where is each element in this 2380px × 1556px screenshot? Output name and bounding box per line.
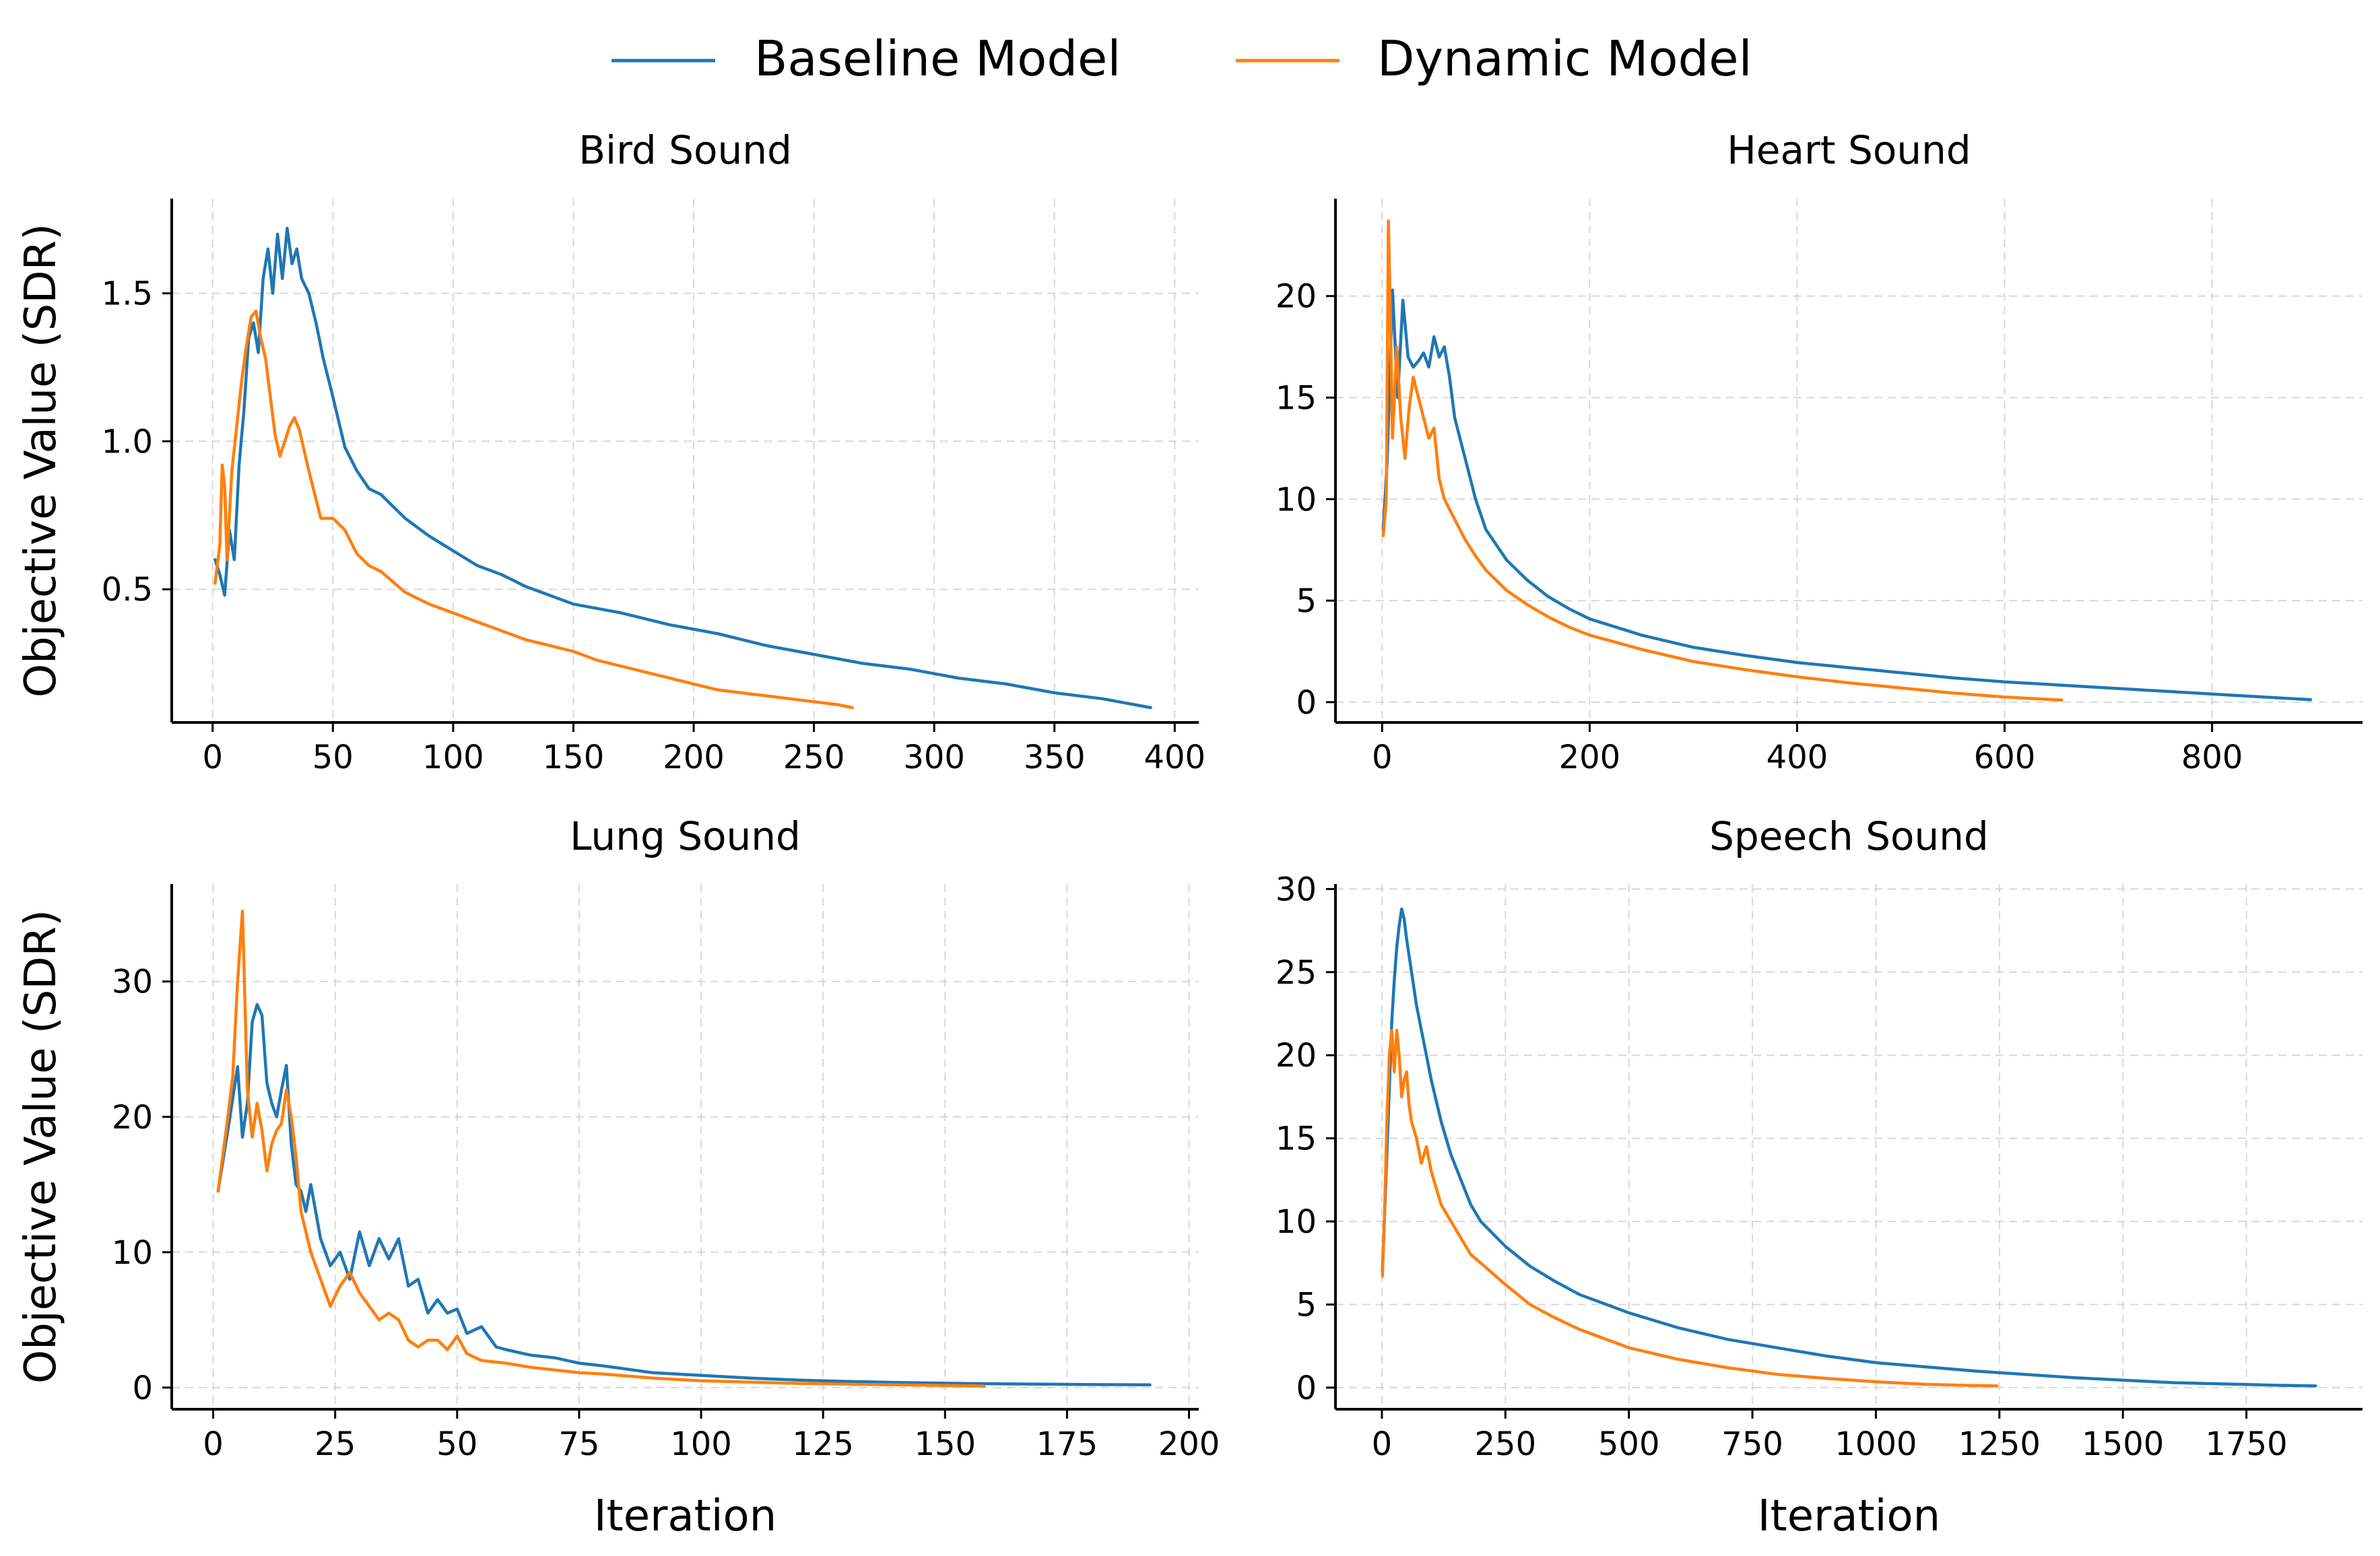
panel-bird-sound: 0 50 100 150 200 250 300 350 400 0.5 1.0 1.5 Bird So… [16,127,1205,776]
y-tick-label: 0 [1296,1369,1317,1407]
x-tick-label: 1750 [2206,1425,2288,1463]
y-tick-label: 30 [1276,871,1317,908]
y-tick-label: 1.0 [102,423,153,461]
panel-lung-sound: 0 25 50 75 100 125 150 175 200 0 10 20 30 Lung Sound I… [16,813,1220,1541]
y-tick-label: 30 [112,963,153,1001]
x-tick-label: 125 [792,1425,854,1463]
x-tick-label: 250 [1475,1425,1537,1463]
y-tick-label: 0 [1296,684,1317,722]
x-tick-label: 50 [436,1425,477,1463]
x-ticks: 0 250 500 750 1000 1250 1500 1750 [1372,1409,2288,1463]
x-tick-label: 200 [1559,739,1621,776]
x-tick-label: 200 [1158,1425,1220,1463]
x-ticks: 0 25 50 75 100 125 150 175 200 [203,1409,1220,1463]
series-line-dynamic-model [1381,219,2063,702]
y-tick-label: 10 [1276,1203,1317,1241]
x-tick-label: 1500 [2082,1425,2164,1463]
y-tick-label: 5 [1296,582,1317,620]
x-tick-label: 250 [783,739,845,776]
panel-title: Bird Sound [579,127,792,173]
y-tick-label: 20 [112,1099,153,1137]
legend-label-baseline: Baseline Model [754,30,1121,87]
x-tick-label: 800 [2181,739,2243,776]
panel-heart-sound: 0 200 400 600 800 0 5 10 15 20 Heart Sound [1276,127,2362,776]
y-axis-label: Objective Value (SDR) [16,910,66,1384]
panel-title: Speech Sound [1709,813,1989,859]
x-tick-label: 75 [558,1425,599,1463]
y-tick-label: 20 [1276,278,1317,316]
x-ticks: 0 200 400 600 800 [1372,722,2243,776]
y-tick-label: 0.5 [102,571,153,609]
y-ticks: 0 5 10 15 20 [1276,278,1335,722]
axes [170,884,1199,1411]
x-tick-label: 25 [315,1425,356,1463]
legend: Baseline Model Dynamic Model [611,30,1752,87]
y-axis-label: Objective Value (SDR) [16,224,66,698]
axes [170,199,1199,724]
y-tick-label: 20 [1276,1037,1317,1075]
x-tick-label: 150 [543,739,605,776]
series-line-baseline-model [213,226,1152,710]
x-axis-label: Iteration [1758,1491,1940,1541]
y-ticks: 0.5 1.0 1.5 [102,275,172,609]
x-tick-label: 150 [914,1425,976,1463]
x-tick-label: 100 [670,1425,732,1463]
grid [1335,884,2362,1409]
y-tick-label: 15 [1276,380,1317,417]
x-tick-label: 750 [1721,1425,1783,1463]
y-tick-label: 25 [1276,954,1317,992]
panel-title: Heart Sound [1727,127,1971,173]
axes [1334,199,2362,724]
y-tick-label: 10 [1276,481,1317,518]
y-tick-label: 1.5 [102,275,153,313]
series-line-dynamic-model [1381,1028,1999,1388]
x-tick-label: 0 [1372,1425,1393,1463]
y-tick-label: 0 [132,1369,153,1407]
x-tick-label: 500 [1598,1425,1660,1463]
panel-speech-sound: 0 250 500 750 1000 1250 1500 1750 0 5 10 15 20 25 30 Sp… [1276,813,2362,1541]
grid [1335,199,2362,722]
y-tick-label: 5 [1296,1286,1317,1324]
series-line-baseline-model [1381,907,2317,1388]
x-tick-label: 100 [422,739,484,776]
legend-label-dynamic: Dynamic Model [1377,30,1752,87]
y-ticks: 0 5 10 15 20 25 30 [1276,871,1335,1407]
x-tick-label: 50 [312,739,354,776]
series-line-dynamic-model [213,309,854,710]
x-tick-label: 350 [1024,739,1086,776]
x-tick-label: 175 [1036,1425,1098,1463]
x-tick-label: 300 [903,739,965,776]
x-axis-label: Iteration [594,1491,776,1541]
x-tick-label: 1250 [1958,1425,2041,1463]
x-tick-label: 600 [1974,739,2036,776]
y-tick-label: 10 [112,1234,153,1272]
x-tick-label: 400 [1766,739,1828,776]
x-tick-label: 0 [203,1425,224,1463]
x-tick-label: 0 [202,739,223,776]
x-tick-label: 400 [1144,739,1205,776]
panel-title: Lung Sound [570,813,801,859]
y-ticks: 0 10 20 30 [112,963,172,1407]
series-line-baseline-model [1381,288,2313,702]
series-line-dynamic-model [216,909,986,1388]
x-ticks: 0 50 100 150 200 250 300 350 400 [202,722,1205,776]
series-line-baseline-model [216,1003,1152,1387]
x-tick-label: 0 [1372,739,1393,776]
x-tick-label: 200 [663,739,725,776]
grid [172,884,1199,1409]
x-tick-label: 1000 [1834,1425,1917,1463]
y-tick-label: 15 [1276,1120,1317,1158]
grid [172,199,1199,722]
